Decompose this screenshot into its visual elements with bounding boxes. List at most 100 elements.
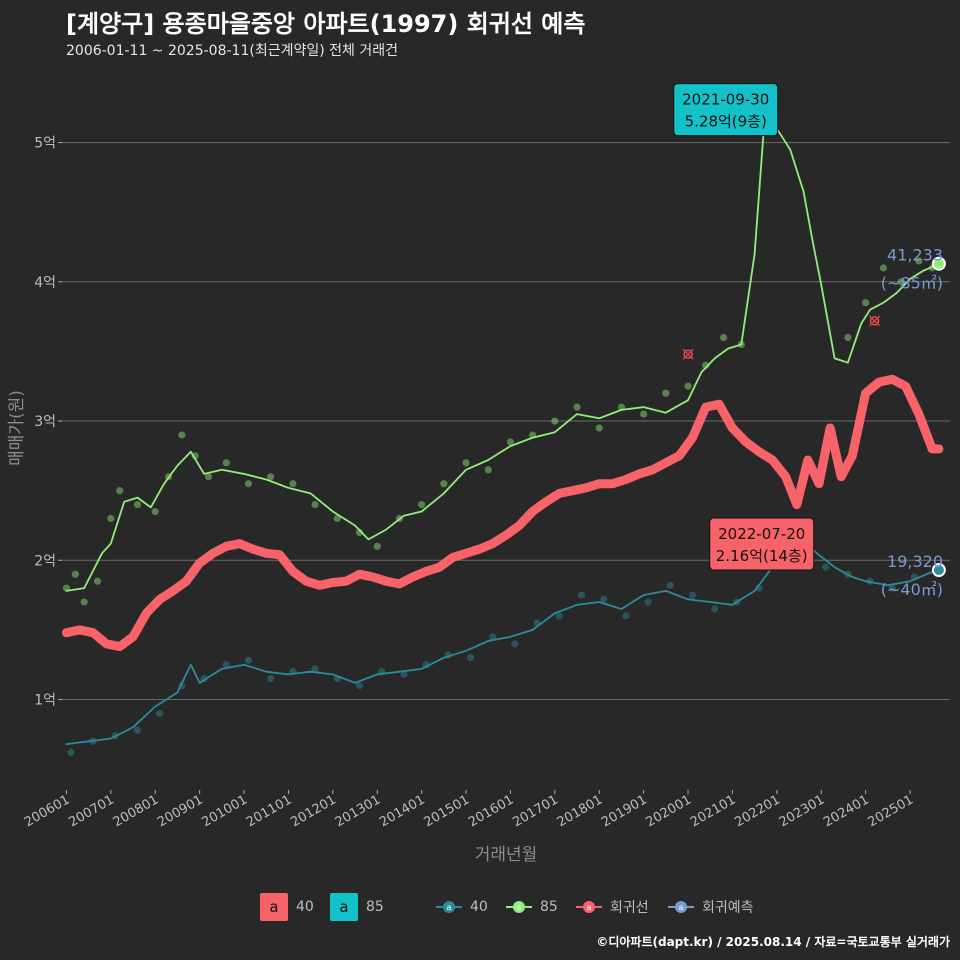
scatter-point-85: [373, 542, 381, 550]
series-lines: [61, 102, 944, 745]
end-label-count: 19,320: [887, 552, 943, 571]
x-tick-label: 200901: [155, 792, 205, 830]
x-tick-label: 201001: [200, 792, 250, 830]
legend-label: 회귀예측: [702, 900, 754, 916]
scatter-point-85: [71, 570, 79, 578]
scatter-point-40: [888, 584, 896, 592]
x-tick-label: 202101: [688, 792, 738, 830]
scatter-point-85: [484, 466, 492, 474]
legend-line-icon: a: [576, 901, 602, 913]
x-tick-label: 201901: [599, 792, 649, 830]
y-tick-label: 5억: [34, 136, 56, 152]
scatter-point-85: [440, 480, 448, 488]
y-tick-label: 2억: [34, 553, 56, 569]
scatter-point-85: [204, 473, 213, 481]
legend-label: 85: [366, 899, 384, 915]
chart-subtitle: 2006-01-11 ~ 2025-08-11(최근계약일) 전체 거래건: [66, 43, 398, 59]
end-label-count: 41,233: [887, 246, 943, 265]
scatter-point-85: [595, 424, 603, 432]
scatter-point-85: [640, 410, 648, 418]
scatter-point-40: [511, 640, 519, 648]
x-marker-circle: [683, 349, 693, 359]
legend-line-icon: a: [506, 901, 532, 913]
x-tick-label: 200601: [22, 792, 72, 830]
legend-item-line-forecast: a 회귀예측: [668, 890, 754, 924]
scatter-point-85: [684, 382, 692, 390]
svg-text:a: a: [517, 903, 522, 912]
legend-label: 85: [540, 899, 558, 915]
scatter-point-85: [897, 278, 905, 286]
scatter-point-85: [244, 480, 253, 488]
scatter-point-85: [573, 403, 581, 411]
end-point-85: [931, 256, 946, 271]
scatter-point-85: [462, 459, 470, 467]
x-tick-label: 201801: [555, 792, 605, 830]
scatter-point-85: [93, 577, 102, 585]
svg-text:a: a: [679, 903, 684, 912]
scatter-point-85: [80, 598, 88, 606]
scatter-point-40: [466, 654, 475, 662]
x-tick-label: 200701: [66, 792, 116, 830]
scatter-point-85: [355, 528, 364, 537]
scatter-point-85: [151, 507, 159, 516]
legend-label: 40: [470, 899, 488, 915]
chart-title: [계양구] 용종마을중앙 아파트(1997) 회귀선 예측: [66, 10, 586, 38]
end-point-40: [931, 563, 946, 578]
scatter-point-85: [719, 333, 728, 342]
scatter-point-40: [600, 595, 608, 603]
legend-item-label-85: a 85: [330, 890, 384, 924]
scatter-point-40: [577, 591, 586, 599]
legend-item-line-85: a 85: [506, 890, 558, 924]
svg-text:a: a: [447, 903, 452, 912]
scatter-point-85: [289, 480, 297, 488]
scatter-point-40: [666, 581, 674, 589]
legend-label: 40: [296, 899, 314, 915]
legend-line-icon: a: [668, 901, 694, 913]
scatter-point-40: [555, 612, 563, 620]
x-marker-cross: [682, 348, 694, 360]
annotation-date: 2022-07-20: [718, 525, 805, 543]
legend-item-line-trend: a 회귀선: [576, 890, 649, 924]
x-tick-label: 202401: [821, 792, 871, 830]
x-tick-label: 202301: [777, 792, 827, 830]
annotation-text: 2.16억(14층): [716, 547, 808, 565]
scatter-point-85: [178, 431, 186, 439]
scatter-point-40: [133, 726, 142, 734]
end-label-area: (~40㎡): [881, 580, 943, 599]
axes: 1억 2억 3억 4억 5억 200601200701200801200901201001…: [7, 136, 916, 865]
x-tick-label: 201201: [288, 792, 338, 830]
x-tick-label: 202001: [644, 792, 694, 830]
x-tick-label: 201401: [377, 792, 427, 830]
scatter-point-85: [418, 500, 426, 509]
scatter-point-85: [915, 257, 923, 265]
scatter-point-40: [156, 709, 164, 718]
x-tick-label: 201301: [333, 792, 383, 830]
x-tick-label: 202201: [732, 792, 782, 830]
source-caption: ©디아파트(dapt.kr) / 2025.08.14 / 자료=국토교통부 실…: [596, 935, 950, 949]
scatter-point-85: [133, 500, 142, 509]
scatter-point-40: [355, 681, 364, 690]
x-tick-label: 201501: [422, 792, 472, 830]
scatter-point-85: [702, 361, 710, 369]
legend-key-85: a: [330, 893, 358, 921]
legend-key-40: a: [260, 893, 288, 921]
scatter-point-40: [244, 656, 253, 665]
y-tick-label: 3억: [34, 414, 56, 430]
scatter-point-40: [311, 665, 319, 673]
series-line-85: [65, 102, 938, 592]
scatter-point-85: [844, 333, 852, 342]
scatter-point-85: [311, 500, 319, 509]
annotation-text: 5.28억(9층): [685, 113, 767, 131]
scatter-point-40: [400, 670, 408, 679]
legend-label: 회귀선: [610, 900, 649, 916]
svg-text:a: a: [587, 903, 592, 912]
scatter-point-85: [222, 459, 230, 467]
x-marker-cross: [868, 315, 881, 327]
scatter-point-85: [506, 438, 515, 446]
grid: [62, 142, 950, 700]
scatter-point-40: [622, 612, 630, 620]
series-line-회귀선: [61, 374, 944, 652]
scatter-point-85: [107, 514, 115, 523]
annotation-box: [673, 83, 779, 137]
